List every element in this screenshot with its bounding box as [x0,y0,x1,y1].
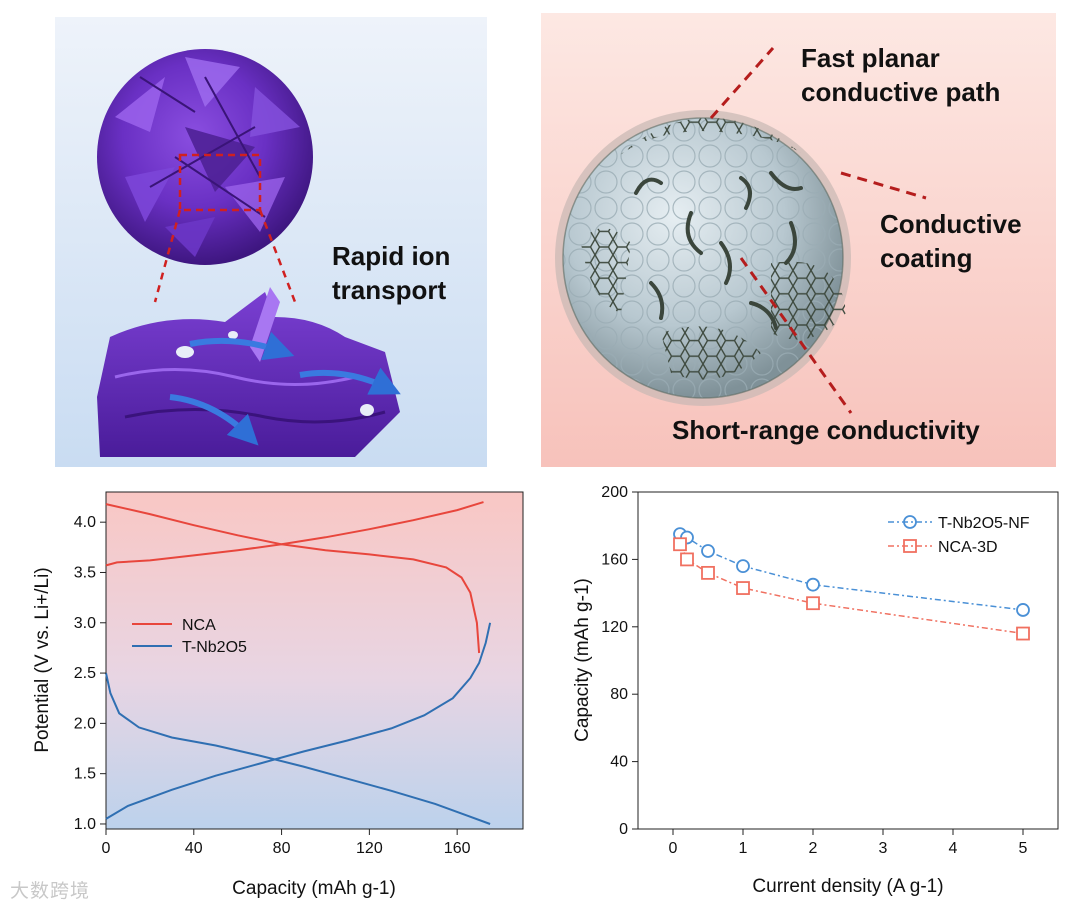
y-tick-label: 4.0 [74,514,96,531]
x-tick-label: 40 [185,840,203,857]
y-tick-label: 3.0 [74,615,96,632]
x-tick-label: 80 [273,840,291,857]
voltage-profile-chart: 0 40 80 120 160 1.0 1.5 2.0 2.5 3.0 3.5 4.0 NCA T-… [32,491,524,899]
x-tick-label: 0 [669,840,678,857]
x-axis-label: Current density (A g-1) [752,876,943,897]
series-line-nca3d [679,543,1024,635]
x-tick-label: 4 [949,840,958,857]
y-tick-label: 80 [610,686,628,703]
y-tick-label: 40 [610,754,628,771]
data-point-nca3d [736,581,750,595]
ion-transport-illustration [97,49,401,457]
legend-marker-square [903,539,917,553]
data-point-nca3d [701,565,715,580]
x-tick-label: 0 [102,840,111,857]
y-tick-label: 3.5 [74,564,96,581]
panel-ion-transport: Rapid ion transport [55,17,487,467]
x-tick-label: 120 [356,840,383,857]
data-point-nca3d [806,596,820,611]
x-tick-label: 1 [739,840,748,857]
x-tick-label: 5 [1019,840,1028,857]
series-line-tnb2o5-lithiation [105,672,491,825]
legend-label-nca-3d: NCA-3D [938,539,998,556]
y-tick-label: 120 [601,619,628,636]
coated-sphere-illustration [555,47,927,414]
legend-label-tnb2o5-nf: T-Nb2O5-NF [938,515,1030,532]
y-axis-label: Capacity (mAh g-1) [572,578,593,742]
panel-conductive-coating: Fast planar conductive path Conductive c… [541,13,1056,467]
y-tick-label: 1.5 [74,766,96,783]
data-point-nca3d [680,552,694,567]
y-axis-label: Potential (V vs. Li+/Li) [32,567,53,752]
rapid-ion-transport-label: Rapid ion transport [332,241,451,305]
legend: NCA T-Nb2O5 [132,617,247,656]
series-line-tnb2o5-delithiation [105,622,492,820]
x-tick-label: 2 [809,840,818,857]
data-point-nca3d [673,537,687,552]
nanoflower-sphere-icon [97,49,313,265]
y-tick-label: 2.5 [74,665,96,682]
short-range-label: Short-range conductivity [672,415,980,445]
data-point-nca3d [1016,626,1030,641]
x-axis-label: Capacity (mAh g-1) [232,878,396,899]
y-tick-label: 160 [601,551,628,568]
data-point-tnb2o5nf [806,577,820,592]
legend: T-Nb2O5-NF NCA-3D [888,515,1030,556]
series-line-tnb2o5nf [679,533,1024,611]
y-tick-label: 0 [619,821,628,838]
data-point-tnb2o5nf [701,544,715,558]
x-tick-label: 160 [444,840,471,857]
legend-label-nca: NCA [182,617,216,634]
conductive-coating-label: Conductive coating [880,209,1022,273]
ion-arrows [169,331,401,446]
y-tick-label: 1.0 [74,816,96,833]
data-point-tnb2o5nf [736,559,750,574]
coated-sphere-icon [555,110,851,406]
x-tick-label: 3 [879,840,888,857]
legend-label-tnb2o5: T-Nb2O5 [182,639,247,656]
data-point-tnb2o5nf [1016,603,1030,617]
fast-planar-path-label: Fast planar conductive path [801,43,1001,107]
y-tick-label: 2.0 [74,715,96,732]
series-line-nca-discharge [105,503,481,654]
legend-marker-circle [903,515,917,529]
watermark: 大数跨境 [10,880,91,902]
y-tick-label: 200 [601,484,628,501]
